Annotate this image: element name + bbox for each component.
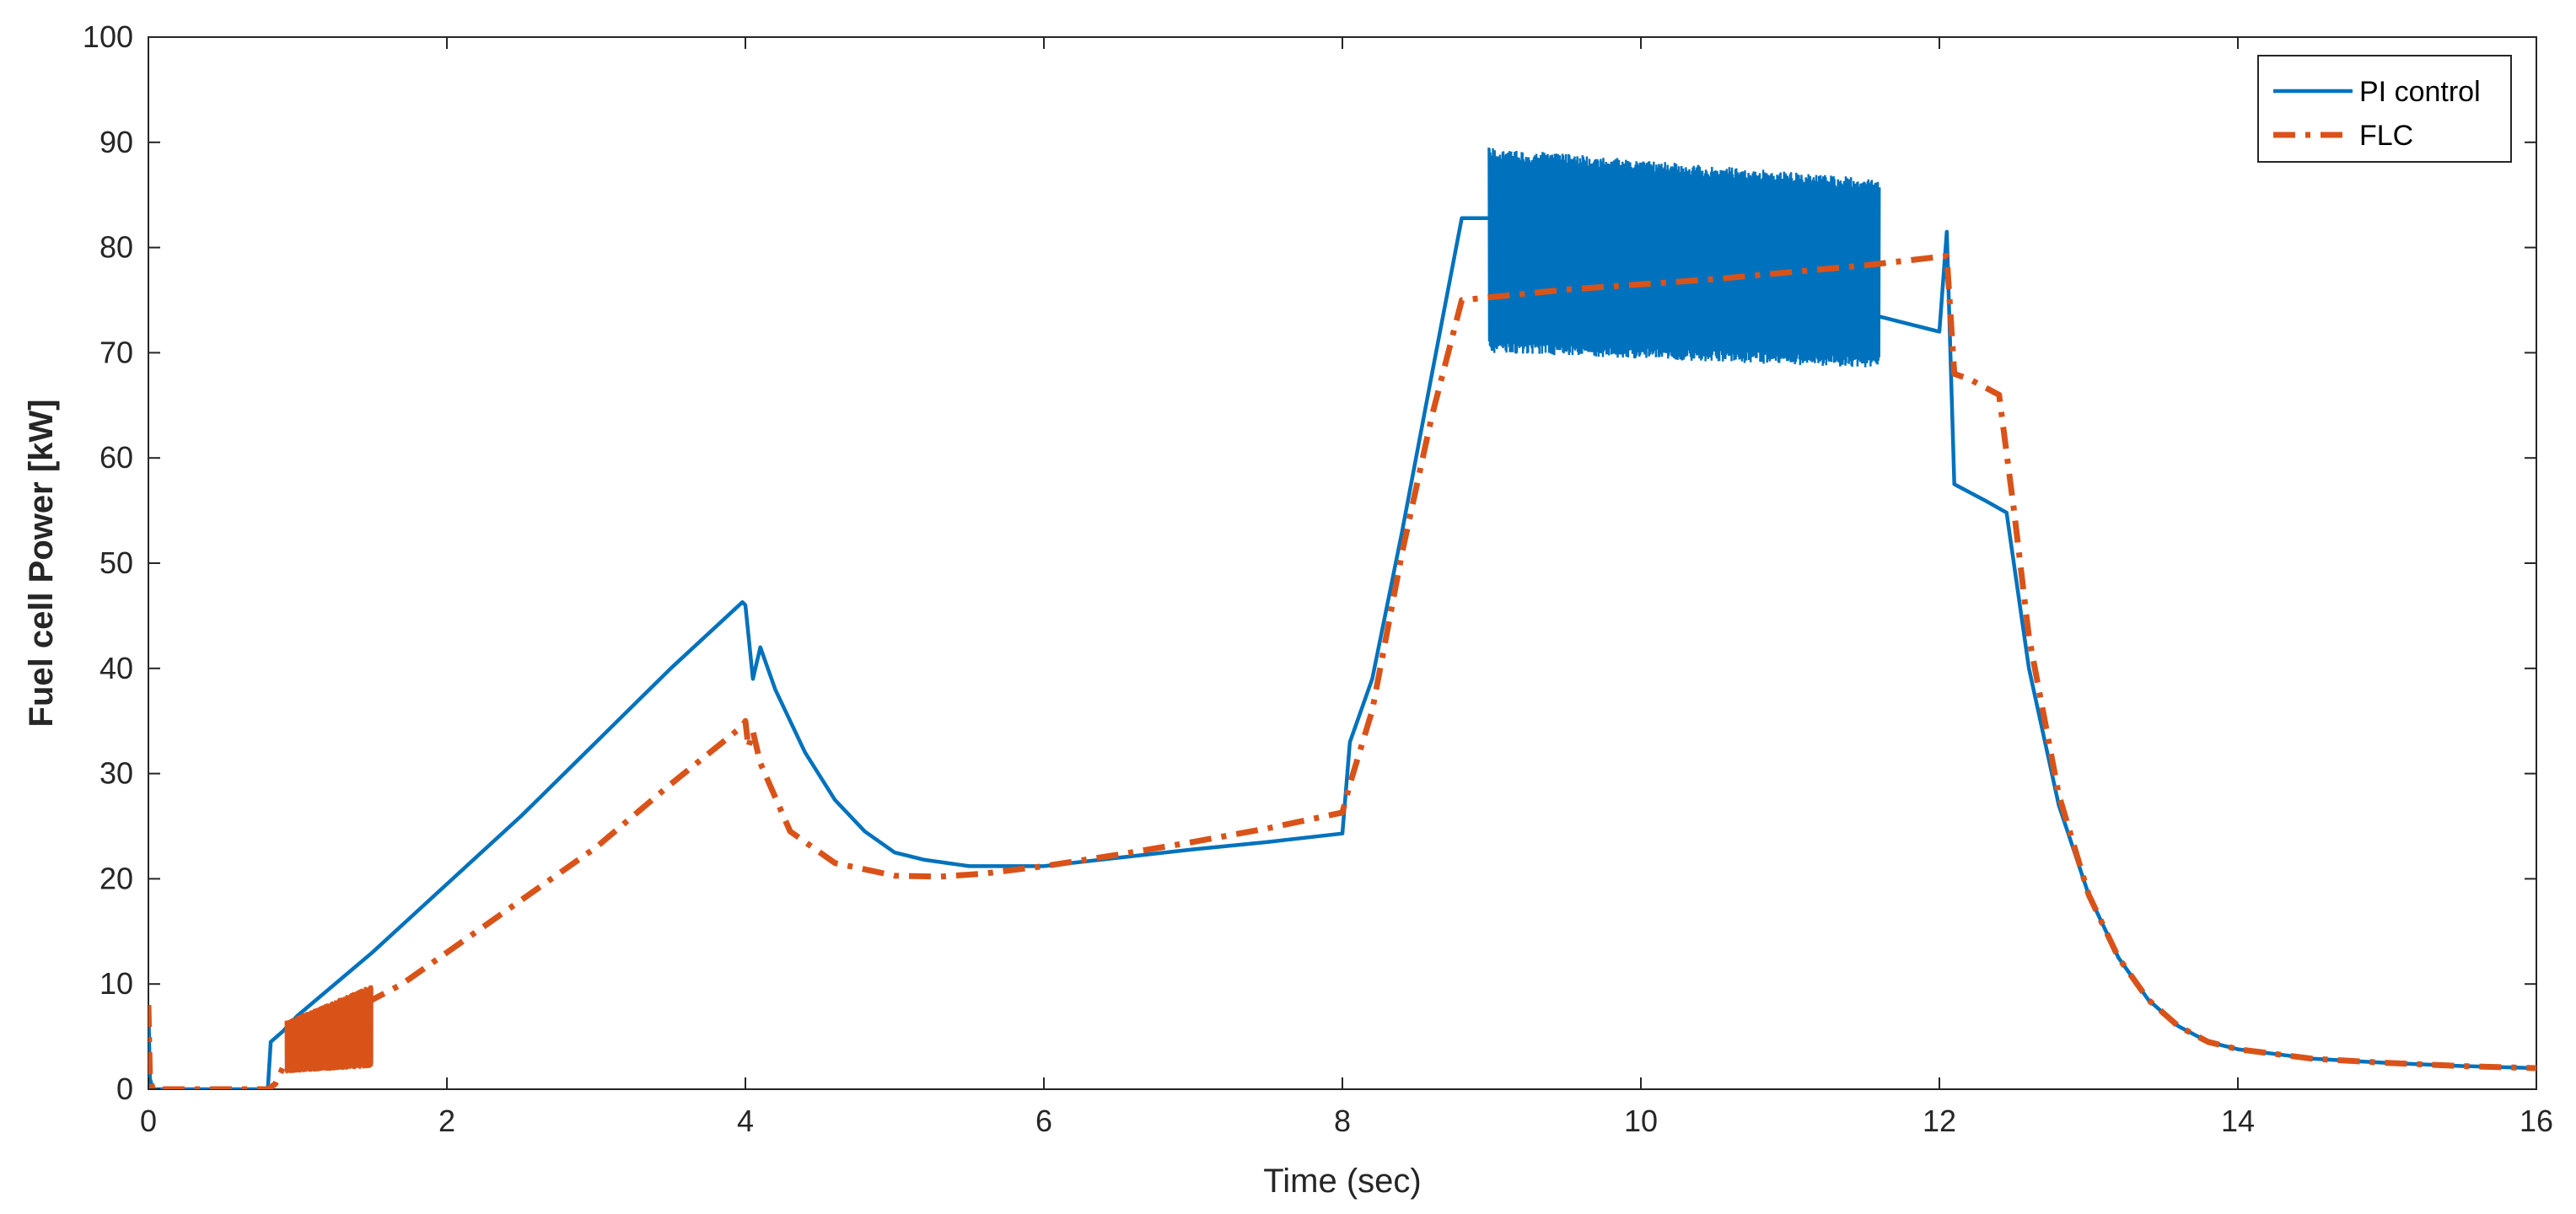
- axis-ticks: 0 2 4 6 8 10 12 14 16 0 10 20 30 40 50 60 70 80 90 100: [83, 19, 2553, 1138]
- y-tick-label: 80: [99, 230, 133, 265]
- y-tick-label: 90: [99, 125, 133, 159]
- y-tick-label: 70: [99, 335, 133, 369]
- y-tick-label: 100: [83, 19, 133, 54]
- x-tick-label: 16: [2520, 1104, 2553, 1138]
- y-axis-label: Fuel cell Power [kW]: [23, 400, 60, 728]
- series-0-oscillation-0: [1487, 147, 1881, 368]
- series-layer: [148, 147, 2536, 1089]
- x-tick-label: 14: [2221, 1104, 2255, 1138]
- x-tick-label: 4: [737, 1104, 754, 1138]
- x-tick-label: 8: [1334, 1104, 1351, 1138]
- series-1-oscillation-0: [284, 985, 374, 1074]
- y-tick-label: 10: [99, 966, 133, 1001]
- x-tick-label: 0: [140, 1104, 157, 1138]
- x-tick-label: 10: [1624, 1104, 1658, 1138]
- legend-box: [2257, 55, 2512, 163]
- axes-box: [148, 36, 2537, 1090]
- y-tick-label: 20: [99, 861, 133, 895]
- y-tick-label: 50: [99, 545, 133, 580]
- y-tick-label: 30: [99, 756, 133, 791]
- x-tick-label: 12: [1923, 1104, 1956, 1138]
- y-tick-label: 60: [99, 440, 133, 475]
- plot-area: [148, 36, 2537, 1090]
- y-tick-label: 0: [116, 1072, 133, 1106]
- legend-label-1: FLC: [2359, 120, 2413, 152]
- y-tick-label: 40: [99, 651, 133, 685]
- series-line-pi-control: [148, 216, 2536, 1089]
- x-tick-label: 6: [1035, 1104, 1052, 1138]
- series-line-flc: [148, 253, 2536, 1089]
- legend: PI control FLC: [2257, 55, 2512, 163]
- x-tick-label: 2: [438, 1104, 455, 1138]
- x-axis-label: Time (sec): [1263, 1163, 1421, 1200]
- legend-label-0: PI control: [2359, 76, 2481, 108]
